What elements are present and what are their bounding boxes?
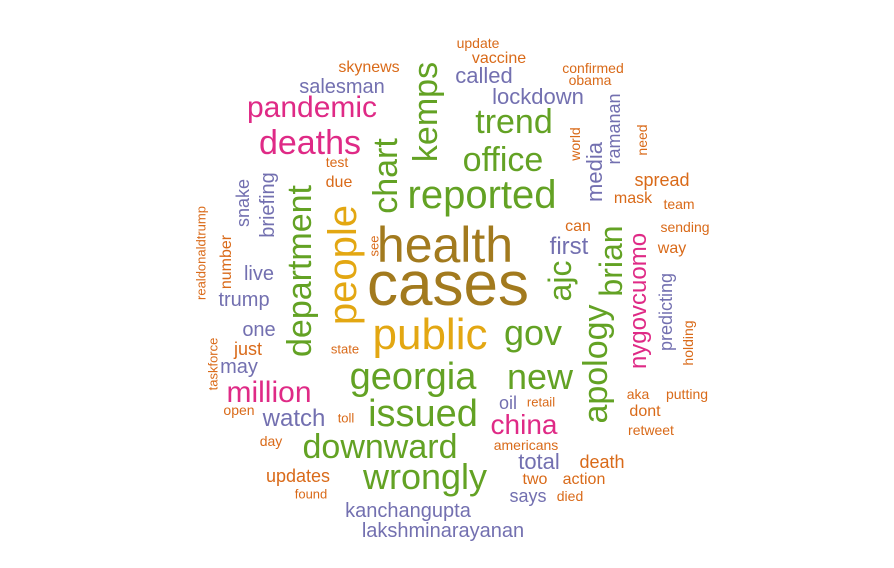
- word-vaccine: vaccine: [471, 50, 527, 67]
- word-spread: spread: [634, 170, 690, 190]
- word-confirmed: confirmed: [562, 60, 624, 76]
- word-open: open: [223, 402, 255, 418]
- word-test: test: [325, 154, 349, 170]
- word-retweet: retweet: [628, 422, 674, 438]
- word-called: called: [455, 63, 513, 88]
- word-two: two: [522, 471, 548, 488]
- word-cases: cases: [367, 250, 529, 319]
- word-public: public: [372, 310, 488, 359]
- word-need: need: [634, 124, 650, 156]
- word-snake: snake: [233, 178, 253, 228]
- word-lockdown: lockdown: [492, 84, 584, 109]
- word-pandemic: pandemic: [246, 91, 378, 124]
- word-way: way: [657, 240, 687, 257]
- word-health: health: [376, 217, 514, 273]
- word-aka: aka: [626, 386, 650, 402]
- word-wrongly: wrongly: [362, 456, 488, 497]
- word-toll: toll: [337, 410, 355, 426]
- word-sending: sending: [660, 219, 710, 235]
- word-georgia: georgia: [349, 356, 477, 398]
- word-deaths: deaths: [258, 124, 362, 162]
- word-kanchangupta: kanchangupta: [345, 500, 471, 522]
- word-live: live: [243, 263, 275, 285]
- word-dont: dont: [629, 403, 661, 420]
- word-new: new: [506, 356, 574, 397]
- word-putting: putting: [665, 386, 709, 402]
- word-oil: oil: [498, 393, 518, 413]
- word-ramanan: ramanan: [604, 93, 624, 165]
- word-says: says: [509, 486, 547, 506]
- word-people: people: [321, 204, 365, 326]
- word-americans: americans: [493, 437, 559, 453]
- word-kemps: kemps: [407, 61, 445, 163]
- word-department: department: [281, 185, 319, 357]
- word-apology: apology: [577, 304, 615, 424]
- word-office: office: [462, 141, 544, 179]
- word-gov: gov: [503, 312, 563, 353]
- word-number: number: [218, 234, 235, 290]
- word-brian: brian: [593, 225, 629, 297]
- word-issued: issued: [368, 393, 478, 435]
- word-watch: watch: [262, 405, 326, 432]
- word-died: died: [556, 488, 584, 504]
- word-updates: updates: [265, 466, 331, 486]
- word-due: due: [325, 174, 353, 191]
- word-reported: reported: [407, 173, 557, 217]
- word-media: media: [582, 142, 607, 202]
- word-predicting: predicting: [656, 272, 676, 352]
- word-found: found: [294, 486, 328, 502]
- word-trump: trump: [218, 289, 270, 311]
- word-update: update: [456, 35, 500, 51]
- word-state: state: [330, 341, 360, 357]
- word-skynews: skynews: [338, 59, 400, 76]
- word-taskforce: taskforce: [205, 337, 221, 391]
- word-obama: obama: [568, 72, 612, 88]
- word-first: first: [549, 233, 589, 260]
- word-trend: trend: [475, 103, 553, 141]
- word-china: china: [490, 409, 558, 440]
- word-action: action: [562, 471, 606, 488]
- word-see: see: [366, 235, 382, 257]
- word-total: total: [518, 449, 560, 474]
- word-nygovcuomo: nygovcuomo: [625, 232, 652, 370]
- word-mask: mask: [613, 190, 653, 207]
- word-holding: holding: [680, 320, 696, 366]
- word-million: million: [226, 376, 312, 409]
- word-briefing: briefing: [257, 172, 279, 238]
- word-downward: downward: [302, 428, 458, 466]
- word-day: day: [259, 433, 283, 449]
- word-just: just: [233, 339, 263, 359]
- word-one: one: [242, 319, 276, 341]
- word-may: may: [220, 356, 258, 378]
- word-salesman: salesman: [299, 76, 385, 98]
- word-realdonaldtrump: realdonaldtrump: [193, 206, 209, 300]
- word-world: world: [567, 127, 583, 161]
- word-lakshminarayanan: lakshminarayanan: [361, 520, 525, 542]
- word-ajc: ajc: [542, 260, 578, 302]
- word-team: team: [663, 196, 695, 212]
- word-can: can: [565, 218, 591, 235]
- word-death: death: [579, 452, 625, 472]
- word-chart: chart: [367, 138, 405, 214]
- word-retail: retail: [526, 394, 556, 410]
